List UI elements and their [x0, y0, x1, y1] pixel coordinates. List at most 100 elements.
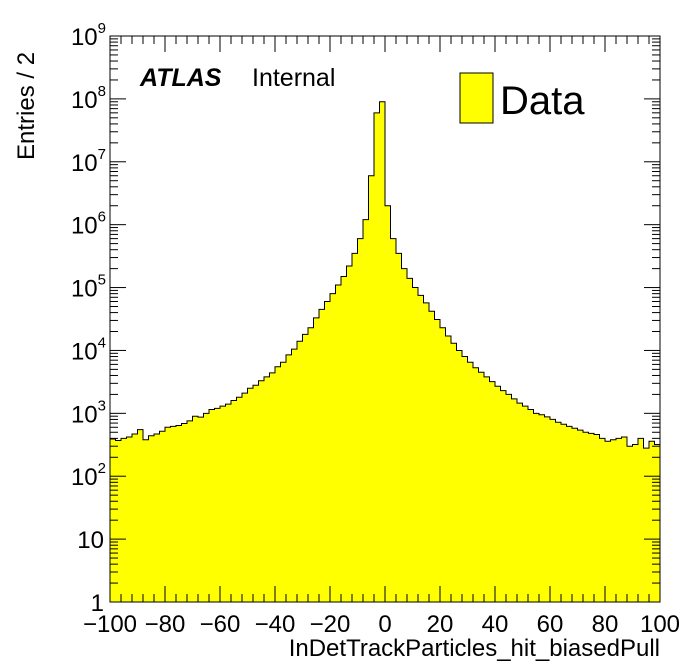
histogram-bar	[638, 438, 644, 602]
histogram-bar	[440, 327, 446, 602]
histogram-bar	[154, 433, 160, 602]
histogram-bar	[291, 349, 298, 602]
histogram-bar	[401, 268, 408, 602]
histogram-bar	[616, 438, 622, 602]
histogram-bar	[500, 390, 507, 602]
histogram-bar	[363, 219, 369, 602]
y-tick-label: 109	[71, 20, 106, 51]
plot-frame	[109, 35, 661, 603]
y-tick-label: 103	[71, 397, 106, 428]
histogram-bar	[192, 416, 199, 602]
histogram-bar	[324, 301, 331, 602]
histogram-bar	[473, 367, 479, 602]
histogram-bar	[506, 394, 512, 602]
x-tick-label: −20	[310, 611, 351, 638]
histogram-bar	[225, 404, 232, 602]
histogram-bar	[462, 356, 468, 602]
histogram-bar	[528, 409, 534, 602]
histogram-bar	[594, 434, 600, 602]
histogram-bars	[110, 101, 661, 603]
histogram-bar	[308, 327, 314, 602]
y-axis-title: Entries / 2	[13, 52, 40, 160]
histogram-bar	[445, 335, 452, 602]
histogram-bar	[231, 400, 237, 602]
x-tick-label: 0	[378, 611, 391, 638]
histogram-bar	[385, 205, 391, 602]
histogram-bar	[181, 423, 188, 602]
histogram-bar	[220, 406, 226, 602]
histogram-bar	[654, 444, 661, 602]
y-tick-label: 108	[71, 83, 106, 114]
y-tick-label: 102	[71, 460, 106, 491]
histogram-bar	[566, 426, 573, 602]
histogram-bar	[280, 362, 287, 602]
histogram-bar	[522, 406, 529, 602]
legend-swatch	[459, 72, 494, 124]
histogram-bar	[489, 381, 496, 602]
histogram-bar	[352, 253, 358, 602]
x-tick-label: −80	[145, 611, 186, 638]
histogram-bar	[434, 319, 441, 602]
histogram-bar	[572, 428, 578, 602]
histogram-bar	[511, 398, 518, 602]
histogram-bar	[203, 413, 210, 602]
histogram-bar	[379, 101, 386, 602]
histogram-bar	[429, 311, 435, 602]
histogram-bar	[478, 372, 485, 602]
histogram-bar	[418, 295, 424, 602]
x-tick-label: 40	[482, 611, 509, 638]
histogram-bar	[643, 448, 650, 602]
histogram-bar	[286, 354, 292, 602]
histogram-bar	[242, 393, 248, 602]
y-tick-label: 104	[71, 334, 106, 365]
histogram-bar	[407, 278, 413, 602]
atlas-status-label: Internal	[252, 64, 335, 92]
histogram-bar	[121, 438, 127, 602]
x-tick-label: −60	[200, 611, 241, 638]
histogram-bar	[390, 238, 397, 603]
histogram-bar	[451, 343, 457, 602]
histogram-bar	[533, 413, 540, 602]
histogram-bar	[247, 388, 254, 602]
x-tick-label: −100	[83, 611, 137, 638]
histogram-bar	[357, 238, 364, 603]
histogram-bar	[264, 376, 270, 602]
histogram-bar	[341, 276, 347, 602]
histogram-bar	[544, 416, 551, 602]
histogram-bar	[275, 366, 281, 602]
y-tick-label: 107	[71, 146, 106, 177]
histogram-bar	[115, 440, 122, 602]
histogram-bar	[137, 429, 144, 602]
minor-ticks	[110, 36, 660, 602]
histogram-bar	[627, 446, 633, 602]
histogram-bar	[258, 380, 265, 602]
histogram-bar	[319, 309, 325, 602]
histogram-bar	[313, 317, 320, 602]
x-tick-label: 60	[537, 611, 564, 638]
histogram-bar	[412, 287, 419, 602]
histogram-bar	[456, 350, 463, 602]
histogram-bar	[346, 266, 353, 602]
histogram-bar	[561, 424, 567, 602]
histogram-bar	[187, 420, 193, 602]
histogram-bar	[621, 437, 628, 602]
histogram-bar	[302, 334, 309, 602]
histogram-bar	[550, 419, 556, 602]
histogram-bar	[583, 432, 589, 602]
histogram-bar	[269, 372, 276, 602]
y-tick-label: 10	[77, 527, 104, 554]
histogram-bar	[610, 439, 617, 602]
histogram-bar	[649, 441, 655, 602]
histogram-bar	[236, 397, 243, 602]
histogram-bar	[517, 403, 523, 602]
histogram-bar	[209, 409, 215, 602]
histogram-bar	[423, 302, 430, 602]
histogram-bar	[577, 430, 584, 602]
histogram-bar	[132, 433, 138, 602]
histogram-bar	[599, 438, 606, 602]
histogram-bar	[214, 408, 221, 602]
histogram-bar	[170, 426, 177, 602]
histogram-bar	[176, 425, 182, 602]
histogram-bar	[495, 386, 501, 602]
